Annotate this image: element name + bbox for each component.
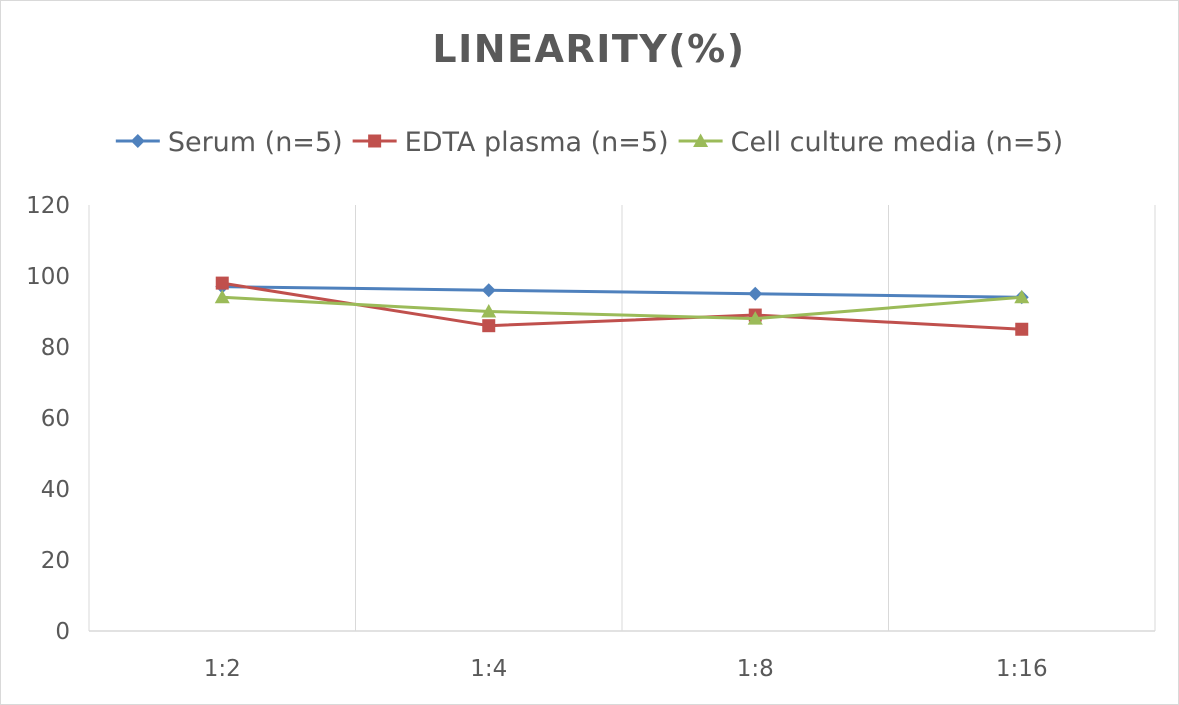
- legend-item: Serum (n=5): [115, 127, 343, 158]
- x-tick-label: 1:2: [204, 656, 241, 682]
- data-point: [748, 286, 763, 301]
- y-tick-label: 120: [26, 193, 70, 219]
- y-tick-label: 20: [41, 548, 70, 574]
- data-point: [481, 304, 497, 318]
- y-tick-label: 100: [26, 264, 70, 290]
- legend-label: EDTA plasma (n=5): [405, 127, 669, 158]
- data-point: [1015, 322, 1029, 336]
- x-tick-label: 1:8: [737, 656, 774, 682]
- legend-item: EDTA plasma (n=5): [352, 127, 669, 158]
- y-tick-label: 80: [41, 335, 70, 361]
- x-tick-label: 1:4: [470, 656, 507, 682]
- y-tick-label: 0: [55, 619, 70, 645]
- data-point: [481, 283, 496, 298]
- grid-lines: [88, 205, 1156, 631]
- data-point: [1014, 289, 1030, 304]
- axes: 0 20 40 60 80 100 120 1:2 1:4 1:8 1:16: [26, 193, 1155, 682]
- legend-swatch-marker: [130, 134, 145, 148]
- legend-item: Cell culture media (n=5): [678, 127, 1064, 158]
- plot-area: [214, 276, 1030, 336]
- data-point: [482, 319, 496, 333]
- series-3: [214, 289, 1030, 325]
- legend-label: Serum (n=5): [168, 127, 343, 158]
- legend-label: Cell culture media (n=5): [731, 127, 1064, 158]
- series-line: [222, 285, 1022, 299]
- legend: Serum (n=5) EDTA plasma (n=5) Cell culture…: [115, 127, 1064, 158]
- data-point: [214, 289, 230, 304]
- legend-swatch-marker: [368, 134, 382, 148]
- chart-title: LINEARITY(%): [432, 27, 745, 71]
- y-tick-label: 40: [41, 477, 70, 503]
- legend-swatch-marker: [693, 133, 709, 147]
- y-tick-label: 60: [41, 406, 70, 432]
- x-tick-label: 1:16: [996, 656, 1048, 682]
- data-point: [215, 276, 229, 290]
- data-point: [747, 311, 763, 325]
- series-line: [222, 295, 1022, 321]
